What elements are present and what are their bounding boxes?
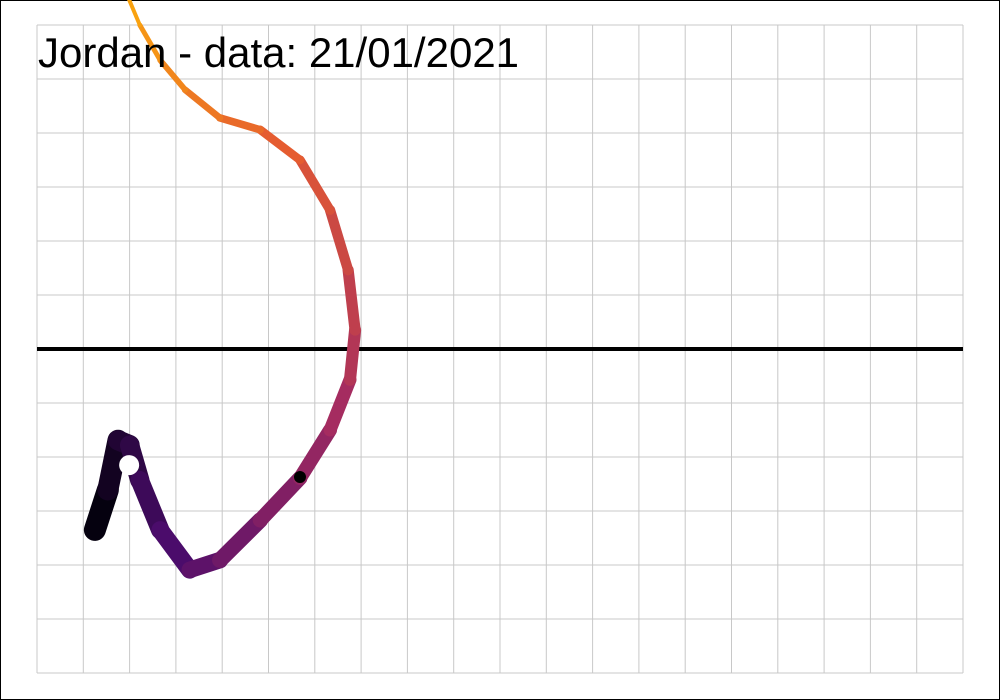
trajectory-segment [212,512,269,568]
marker [293,470,306,483]
trajectory-segment [255,125,305,165]
trajectory-segment [130,471,170,540]
trajectory-segment [216,114,264,134]
trajectory-segment [181,86,224,122]
trajectory-segment [324,205,354,276]
trajectory-segment [342,264,361,336]
trajectory-segment [157,57,189,93]
chart-title: Jordan - data: 21/01/2021 [38,29,519,76]
trajectory-segment [323,373,357,437]
plot [37,0,963,579]
trajectory-segment [137,22,163,63]
marker [119,455,140,476]
trajectory-segment [252,470,308,528]
trajectory-segment [343,324,362,386]
trajectory-segment [127,0,142,27]
trajectory-segment [295,155,335,215]
trajectory-segment [293,423,338,486]
